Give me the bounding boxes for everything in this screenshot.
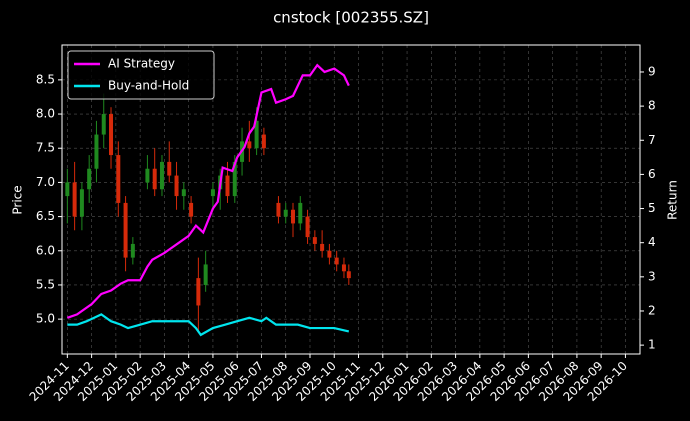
y-tick-label: 5.5 (36, 277, 55, 291)
y2-tick-label: 4 (648, 235, 656, 249)
candle-body (152, 168, 157, 190)
candle-body (181, 189, 186, 197)
y-tick-label: 5.0 (36, 312, 55, 326)
y-tick-label: 8.0 (36, 107, 55, 121)
candle-body (79, 189, 84, 217)
candle-body (159, 161, 164, 190)
candle-body (167, 161, 172, 176)
candle-body (341, 264, 346, 272)
candle-body (109, 114, 114, 156)
candle-body (232, 161, 237, 197)
y-tick-label: 6.5 (36, 209, 55, 223)
y-tick-label: 6.0 (36, 243, 55, 257)
candle-body (247, 141, 252, 149)
candle-body (174, 175, 179, 197)
candle-body (305, 216, 310, 238)
y2-tick-label: 1 (648, 338, 656, 352)
candle-body (312, 237, 317, 244)
candle-body (130, 243, 135, 258)
candle-body (261, 134, 266, 149)
y2-axis-label: Return (666, 180, 680, 220)
candle-body (298, 202, 303, 224)
y2-tick-label: 8 (648, 99, 656, 113)
candle-body (283, 209, 288, 217)
y-axis-label: Price (11, 185, 25, 214)
candle-body (101, 114, 106, 135)
y2-tick-label: 9 (648, 64, 656, 78)
legend-label: Buy-and-Hold (108, 79, 189, 93)
candle-body (116, 155, 121, 203)
y2-tick-label: 5 (648, 201, 656, 215)
candle-body (276, 202, 281, 217)
y-tick-label: 7.5 (36, 141, 55, 155)
y-tick-label: 7.0 (36, 175, 55, 189)
candle-body (210, 189, 215, 197)
candle-body (196, 278, 201, 306)
legend-label: AI Strategy (108, 57, 175, 71)
candle-body (254, 120, 259, 149)
y2-tick-label: 6 (648, 167, 656, 181)
plot-frame (61, 44, 641, 355)
candle-body (320, 243, 325, 251)
legend-box (67, 50, 215, 100)
candle-body (327, 250, 332, 258)
chart-title: cnstock [002355.SZ] (273, 9, 429, 27)
candle-body (94, 134, 99, 169)
y-tick-label: 8.5 (36, 72, 55, 86)
y2-tick-label: 7 (648, 133, 656, 147)
candle-body (334, 257, 339, 265)
candle-body (291, 209, 296, 224)
candle-body (72, 182, 77, 217)
y2-tick-label: 2 (648, 303, 656, 317)
candle-body (189, 202, 194, 217)
candle-body (203, 264, 208, 285)
candle-body (123, 202, 128, 258)
candle-body (65, 182, 70, 197)
return-line (67, 313, 350, 337)
candle-body (346, 271, 351, 279)
return-line (66, 63, 350, 319)
y2-tick-label: 3 (648, 269, 656, 283)
candle-body (87, 168, 92, 190)
candle-body (145, 168, 150, 183)
candle-body (225, 175, 230, 197)
